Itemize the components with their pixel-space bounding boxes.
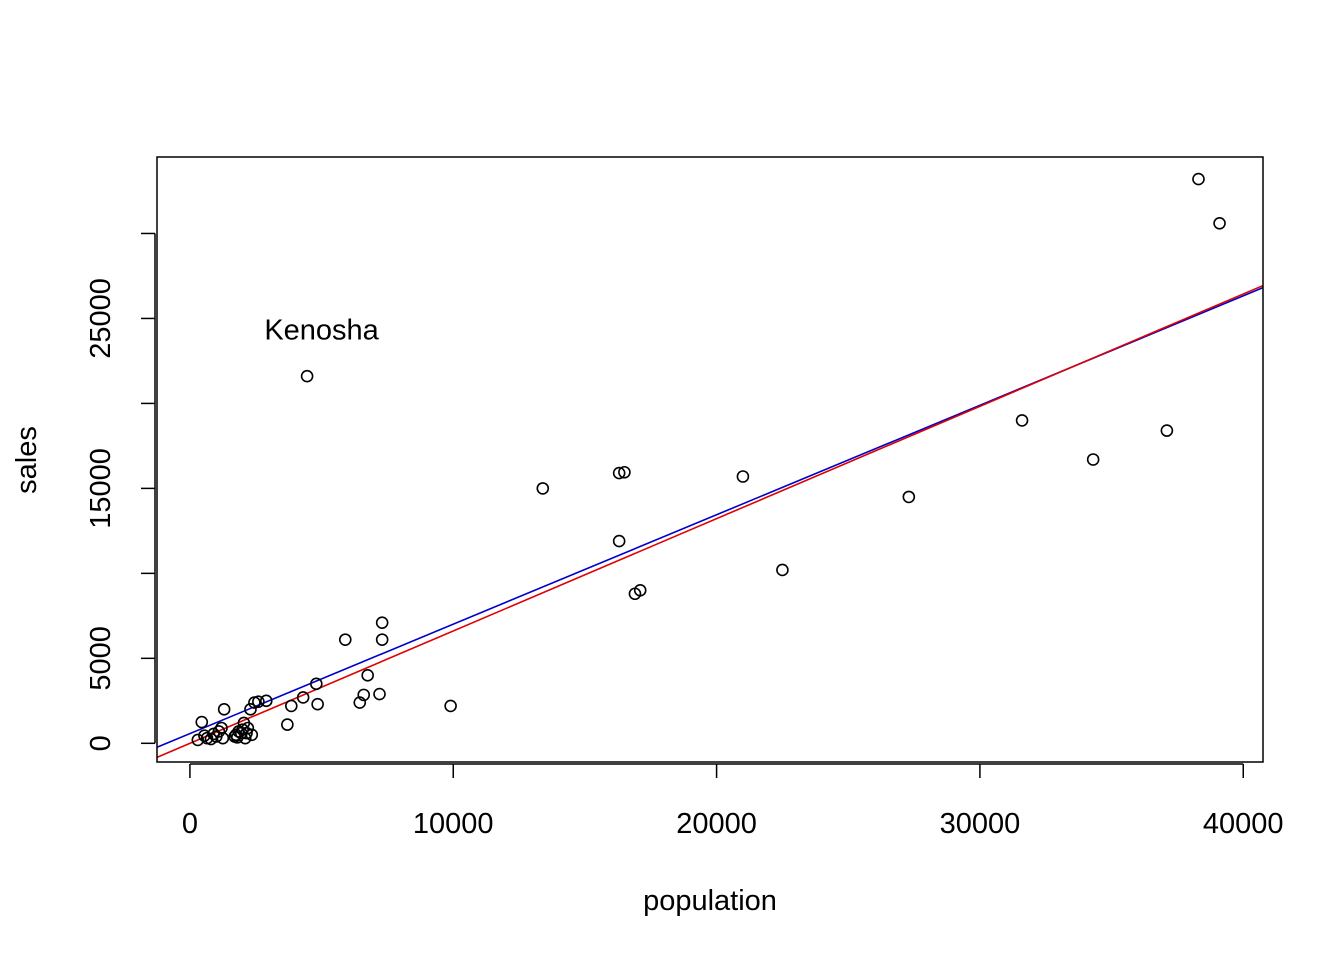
data-point [252, 695, 265, 708]
data-point [1015, 414, 1029, 427]
data-point [244, 703, 257, 716]
data-point [536, 482, 550, 495]
data-point [191, 733, 205, 747]
data-point [296, 691, 310, 704]
data-point [338, 633, 352, 646]
y-tick-label: 0 [85, 735, 117, 751]
y-tick-label: 25000 [85, 278, 117, 359]
y-tick-label: 15000 [85, 448, 117, 529]
x-tick-label: 20000 [676, 808, 757, 840]
data-point [1213, 216, 1226, 230]
data-point [612, 466, 626, 480]
plot-frame [156, 156, 1264, 763]
annotations: Kenosha [264, 315, 379, 347]
data-point [311, 697, 324, 711]
data-point [373, 687, 386, 701]
data-point [618, 465, 631, 479]
y-axis-title: sales [11, 426, 43, 494]
data-point [241, 721, 255, 735]
data-point [1160, 424, 1174, 437]
data-point [245, 728, 259, 742]
x-tick-label: 10000 [413, 808, 494, 840]
data-point [353, 696, 367, 709]
data-point [240, 726, 253, 740]
data-point [310, 677, 323, 691]
data-point [902, 490, 916, 504]
data-point [198, 729, 211, 742]
data-point [236, 723, 249, 737]
data-point [300, 369, 314, 383]
data-point [612, 534, 626, 548]
data-point [444, 699, 457, 713]
data-point [357, 688, 371, 702]
tick-labels: 0 10000 20000 30000 40000 0 5000 15000 25000 [85, 278, 1284, 840]
data-point [375, 616, 389, 629]
data-point [375, 633, 389, 646]
x-axis-title: population [643, 885, 777, 917]
regression-lines [157, 284, 1263, 759]
data-point [259, 694, 273, 708]
x-tick-label: 0 [182, 808, 198, 840]
data-point [217, 703, 231, 716]
data-point [212, 725, 226, 738]
x-tick-label: 30000 [940, 808, 1021, 840]
data-point [284, 699, 298, 713]
regression-line-2 [157, 284, 1263, 759]
data-point [736, 470, 750, 483]
data-point [216, 731, 230, 745]
data-point [633, 584, 647, 597]
axes [141, 232, 1244, 778]
data-point [1192, 172, 1205, 186]
data-point [195, 715, 209, 729]
annotation-label: Kenosha [264, 315, 379, 347]
data-points [191, 172, 1226, 747]
y-tick-label: 5000 [85, 626, 117, 691]
data-point [281, 718, 294, 731]
data-point [776, 563, 789, 577]
x-tick-label: 40000 [1203, 808, 1284, 840]
data-point [1086, 453, 1100, 466]
data-point [361, 669, 374, 682]
